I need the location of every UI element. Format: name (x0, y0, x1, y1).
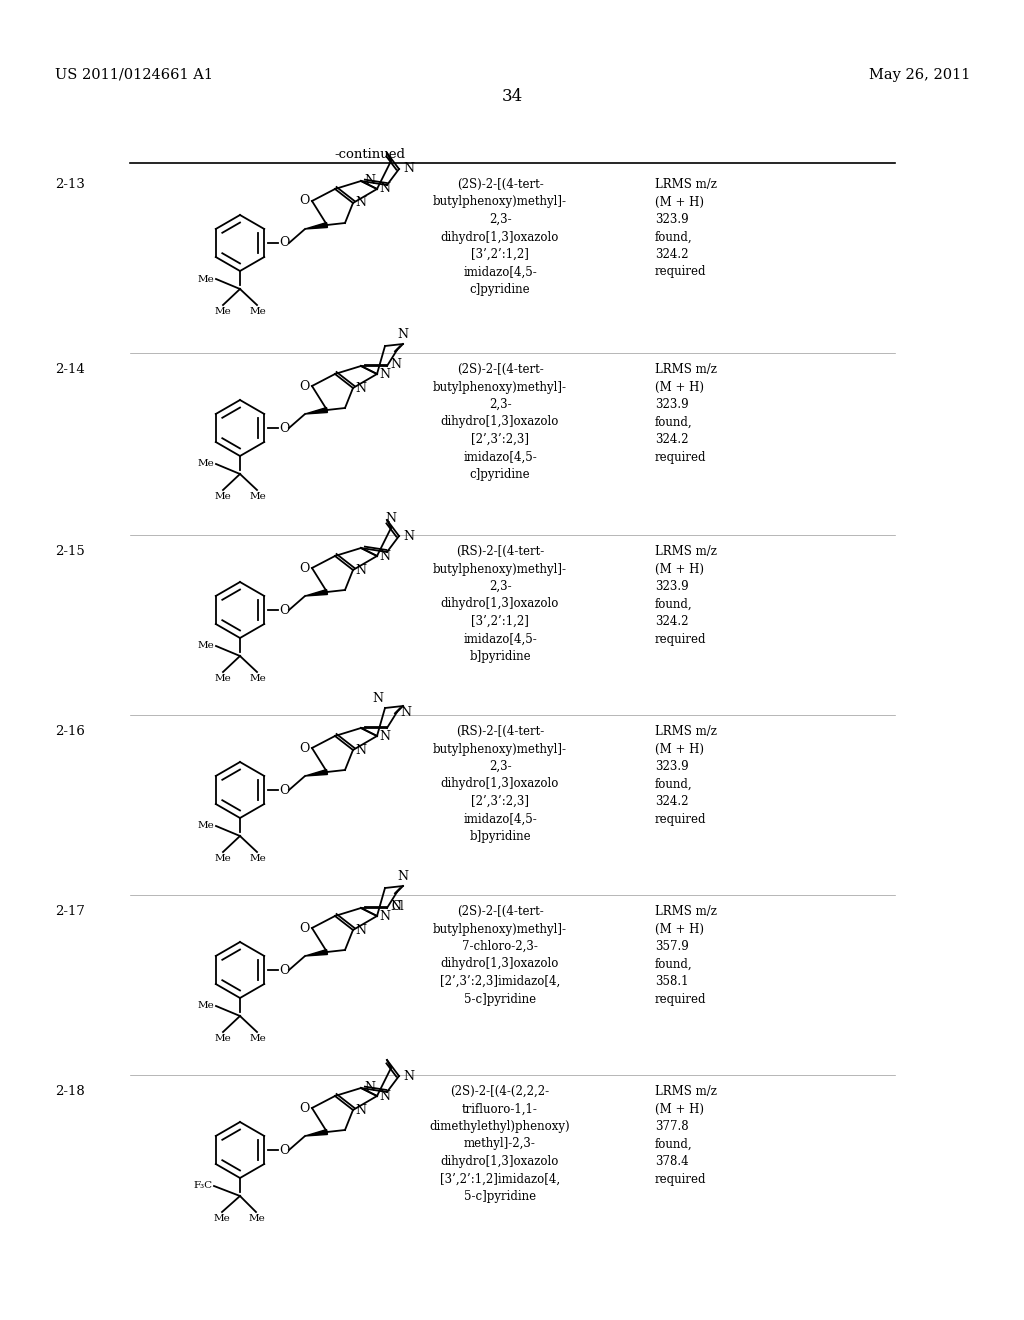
Text: N: N (355, 381, 366, 395)
Text: LRMS m/z
(M + H)
323.9
found,
324.2
required: LRMS m/z (M + H) 323.9 found, 324.2 requ… (655, 178, 717, 279)
Text: LRMS m/z
(M + H)
323.9
found,
324.2
required: LRMS m/z (M + H) 323.9 found, 324.2 requ… (655, 545, 717, 645)
Text: N: N (400, 705, 411, 718)
Text: Me: Me (214, 1214, 230, 1224)
Text: Me: Me (198, 1002, 214, 1011)
Polygon shape (305, 949, 328, 956)
Text: 2-16: 2-16 (55, 725, 85, 738)
Text: N: N (385, 512, 396, 525)
Text: O: O (300, 1101, 310, 1114)
Text: Me: Me (250, 308, 266, 315)
Text: (2S)-2-[(4-tert-
butylphenoxy)methyl]-
2,3-
dihydro[1,3]oxazolo
[2’,3’:2,3]
imid: (2S)-2-[(4-tert- butylphenoxy)methyl]- 2… (433, 363, 567, 480)
Text: 2-17: 2-17 (55, 906, 85, 917)
Text: N: N (379, 1089, 390, 1102)
Polygon shape (305, 770, 328, 776)
Text: O: O (279, 603, 290, 616)
Text: O: O (279, 784, 290, 796)
Text: 34: 34 (502, 88, 522, 106)
Text: N: N (379, 730, 390, 742)
Text: N: N (364, 1081, 375, 1094)
Text: (2S)-2-[(4-tert-
butylphenoxy)methyl]-
7-chloro-2,3-
dihydro[1,3]oxazolo
[2’,3’:: (2S)-2-[(4-tert- butylphenoxy)methyl]- 7… (433, 906, 567, 1006)
Polygon shape (305, 590, 328, 597)
Text: N: N (397, 870, 409, 883)
Text: Me: Me (215, 308, 231, 315)
Text: O: O (300, 921, 310, 935)
Text: N: N (364, 174, 375, 187)
Text: LRMS m/z
(M + H)
323.9
found,
324.2
required: LRMS m/z (M + H) 323.9 found, 324.2 requ… (655, 363, 717, 463)
Text: N: N (390, 899, 401, 912)
Text: Me: Me (198, 821, 214, 830)
Text: (RS)-2-[(4-tert-
butylphenoxy)methyl]-
2,3-
dihydro[1,3]oxazolo
[2’,3’:2,3]
imid: (RS)-2-[(4-tert- butylphenoxy)methyl]- 2… (433, 725, 567, 843)
Text: 2-15: 2-15 (55, 545, 85, 558)
Text: N: N (403, 529, 414, 543)
Text: N: N (390, 358, 401, 371)
Text: N: N (355, 564, 366, 577)
Text: Me: Me (215, 854, 231, 863)
Text: LRMS m/z
(M + H)
357.9
found,
358.1
required: LRMS m/z (M + H) 357.9 found, 358.1 requ… (655, 906, 717, 1006)
Text: 2-13: 2-13 (55, 178, 85, 191)
Text: N: N (355, 1104, 366, 1117)
Text: O: O (300, 742, 310, 755)
Polygon shape (305, 408, 328, 414)
Polygon shape (305, 1130, 328, 1137)
Text: Me: Me (215, 1034, 231, 1043)
Polygon shape (305, 223, 328, 228)
Text: O: O (300, 380, 310, 392)
Text: Me: Me (215, 492, 231, 502)
Text: N: N (355, 924, 366, 936)
Text: Me: Me (250, 1034, 266, 1043)
Text: N: N (355, 743, 366, 756)
Text: N: N (397, 327, 409, 341)
Text: US 2011/0124661 A1: US 2011/0124661 A1 (55, 69, 213, 82)
Text: -continued: -continued (335, 148, 406, 161)
Text: O: O (300, 194, 310, 207)
Text: Me: Me (249, 1214, 265, 1224)
Text: N: N (355, 197, 366, 210)
Text: Me: Me (198, 275, 214, 284)
Text: Me: Me (198, 459, 214, 469)
Text: F₃C: F₃C (194, 1181, 213, 1191)
Text: LRMS m/z
(M + H)
377.8
found,
378.4
required: LRMS m/z (M + H) 377.8 found, 378.4 requ… (655, 1085, 717, 1185)
Text: O: O (279, 236, 290, 249)
Text: Cl: Cl (391, 899, 403, 912)
Text: (2S)-2-[(4-tert-
butylphenoxy)methyl]-
2,3-
dihydro[1,3]oxazolo
[3’,2’:1,2]
imid: (2S)-2-[(4-tert- butylphenoxy)methyl]- 2… (433, 178, 567, 296)
Text: (2S)-2-[(4-(2,2,2-
trifluoro-1,1-
dimethylethyl)phenoxy)
methyl]-2,3-
dihydro[1,: (2S)-2-[(4-(2,2,2- trifluoro-1,1- dimeth… (430, 1085, 570, 1203)
Text: N: N (379, 182, 390, 195)
Text: May 26, 2011: May 26, 2011 (868, 69, 970, 82)
Text: N: N (372, 692, 383, 705)
Text: LRMS m/z
(M + H)
323.9
found,
324.2
required: LRMS m/z (M + H) 323.9 found, 324.2 requ… (655, 725, 717, 825)
Text: 2-18: 2-18 (55, 1085, 85, 1098)
Text: N: N (379, 549, 390, 562)
Text: O: O (279, 421, 290, 434)
Text: O: O (279, 1143, 290, 1156)
Text: O: O (279, 964, 290, 977)
Text: Me: Me (250, 675, 266, 682)
Text: N: N (403, 1069, 414, 1082)
Text: 2-14: 2-14 (55, 363, 85, 376)
Text: Me: Me (198, 642, 214, 651)
Text: (RS)-2-[(4-tert-
butylphenoxy)methyl]-
2,3-
dihydro[1,3]oxazolo
[3’,2’:1,2]
imid: (RS)-2-[(4-tert- butylphenoxy)methyl]- 2… (433, 545, 567, 663)
Text: Me: Me (250, 492, 266, 502)
Text: N: N (403, 162, 414, 176)
Text: O: O (300, 561, 310, 574)
Text: Me: Me (215, 675, 231, 682)
Text: Me: Me (250, 854, 266, 863)
Text: N: N (379, 909, 390, 923)
Text: N: N (379, 367, 390, 380)
